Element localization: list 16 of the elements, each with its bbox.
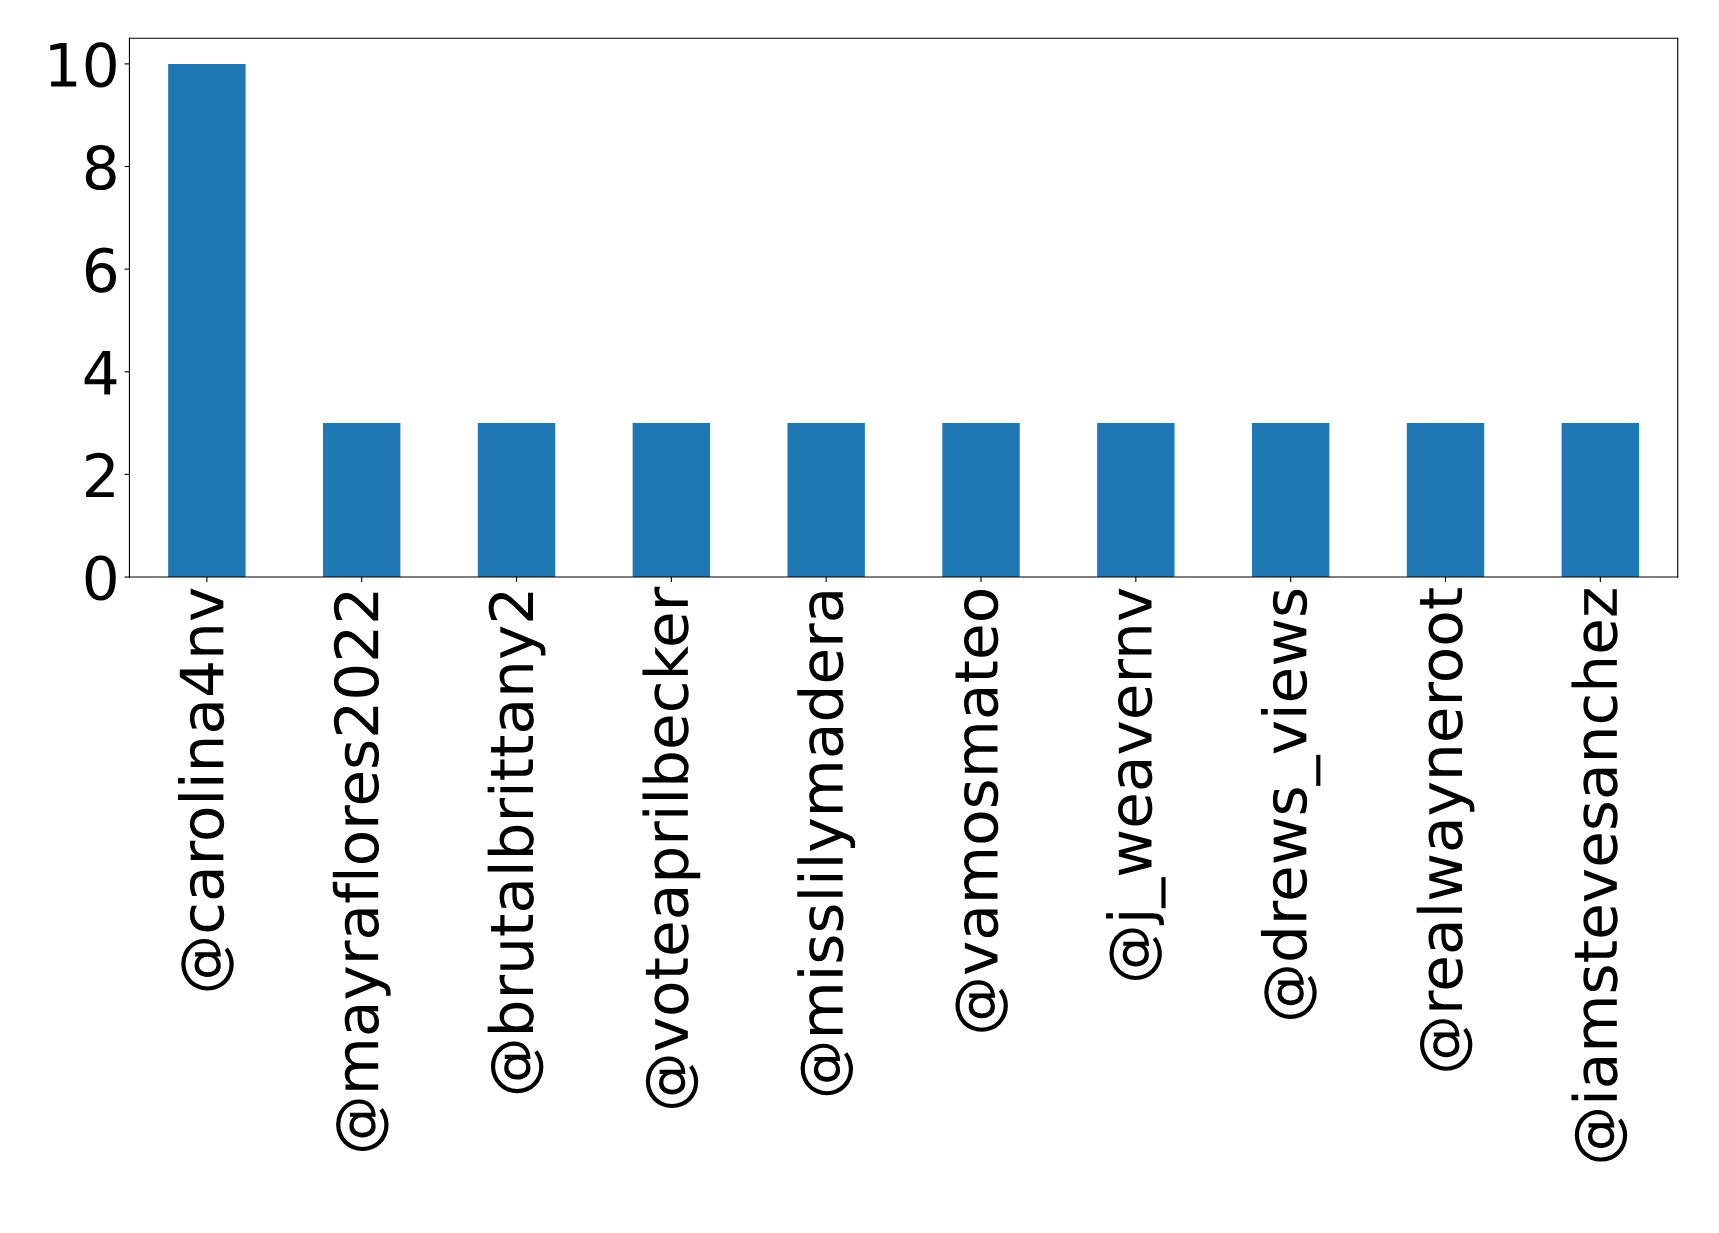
x-tick-label: @voteaprilbecker xyxy=(642,586,701,1109)
x-tick-label: @carolina4nv xyxy=(177,588,234,991)
y-tick-label: 2 xyxy=(86,452,114,498)
y-tick-label: 4 xyxy=(84,350,117,395)
y-tick-label: 8 xyxy=(85,144,116,191)
x-tick-label: @mayraflores2022 xyxy=(332,592,391,1152)
y-tick-label: 0 xyxy=(85,555,116,601)
x-tick-label: @iamstevesanchez xyxy=(1571,589,1628,1162)
x-tick-label: @misslilymadera xyxy=(797,592,856,1096)
x-tick-label: @vamosmateo xyxy=(955,590,1008,1032)
x-tick-label: @j_weavernv xyxy=(1106,588,1166,980)
x-tick-label: @realwayneroot xyxy=(1416,588,1475,1071)
y-tick-label: 6 xyxy=(85,247,116,293)
x-tick-label: @brutalbrittany2 xyxy=(487,592,546,1094)
x-tick-label: @drews_views xyxy=(1260,589,1321,1019)
y-tick-label: 10 xyxy=(50,42,116,88)
